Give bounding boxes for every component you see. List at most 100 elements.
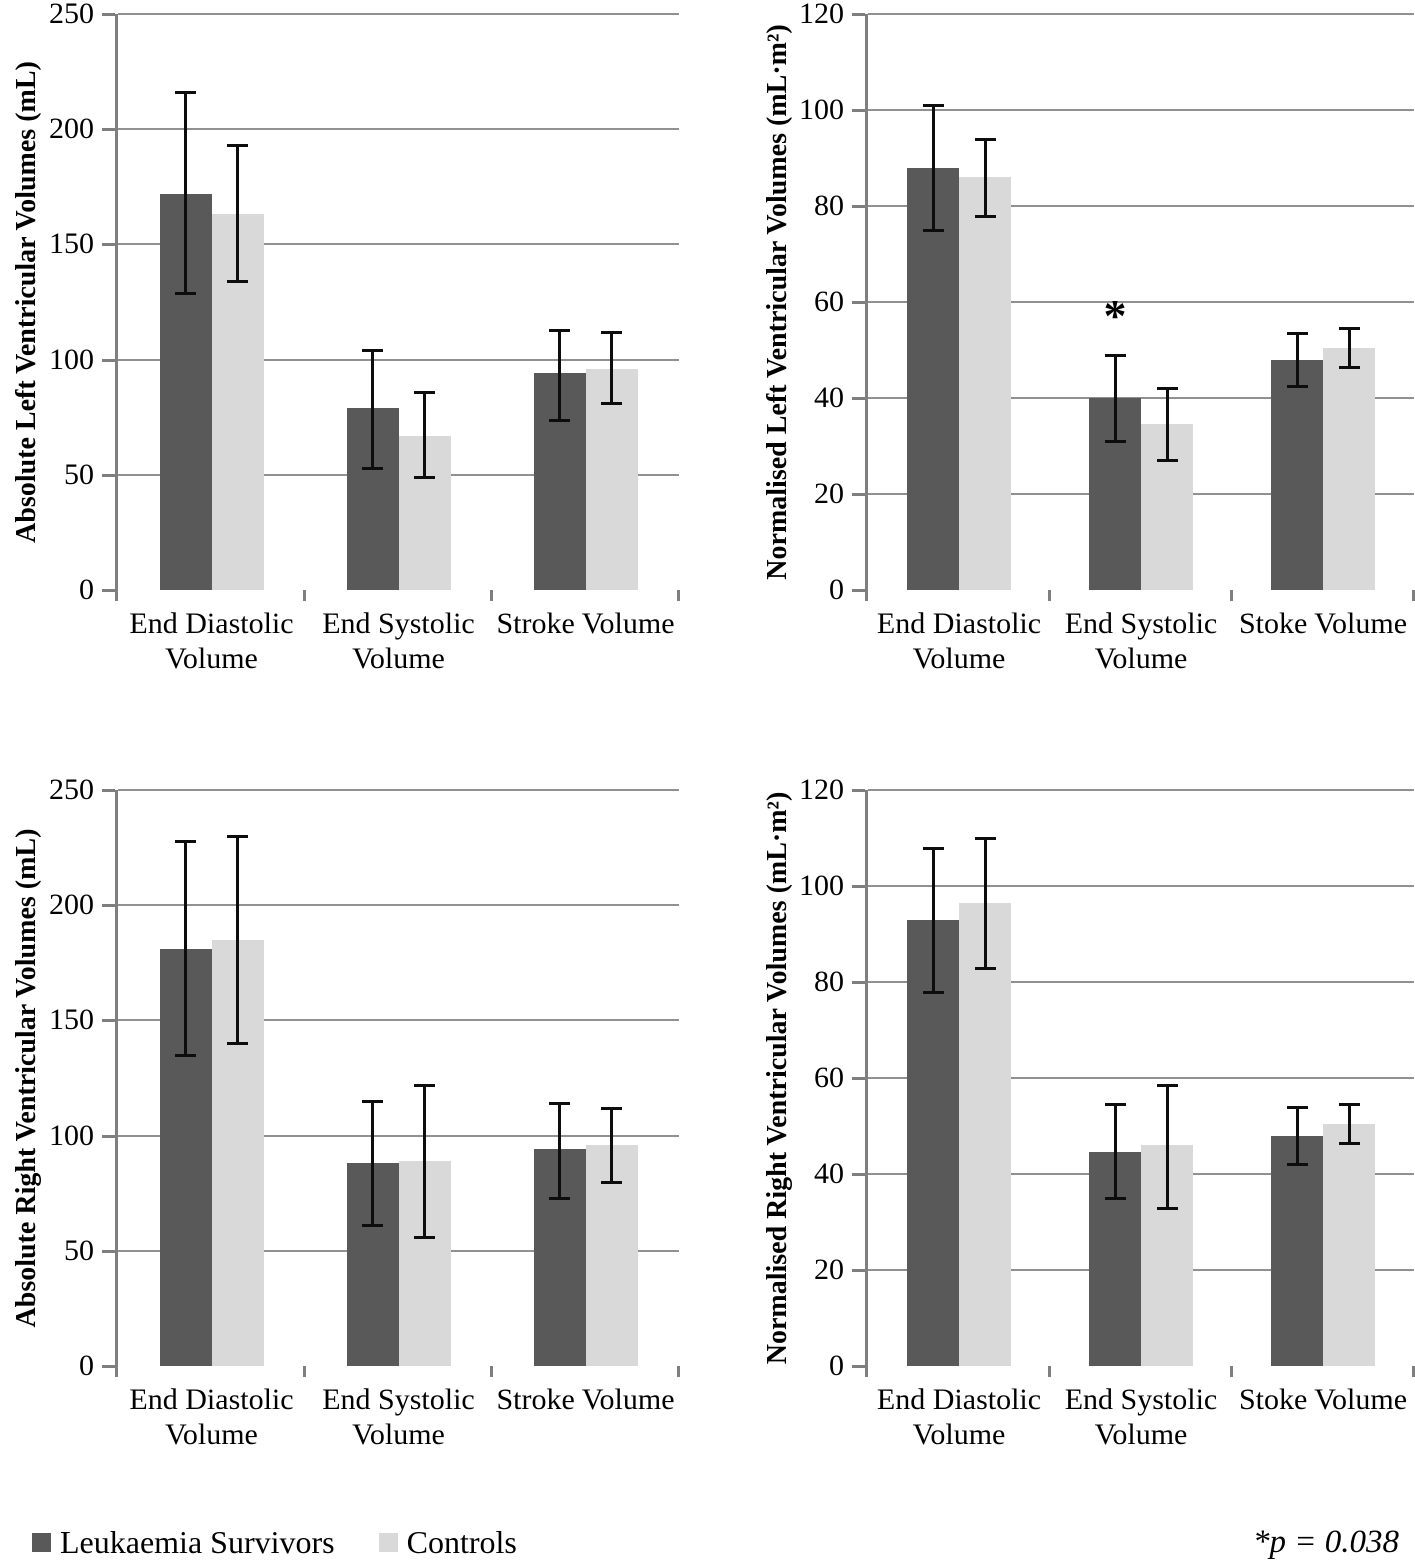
y-tick-label: 50	[64, 457, 94, 491]
p-value-note: *p = 0.038	[1252, 1524, 1399, 1560]
y-tick-0	[852, 589, 865, 592]
error-bar-cap-bottom	[414, 1235, 435, 1239]
bar-controls	[1323, 347, 1375, 590]
y-tick-100	[852, 109, 865, 112]
error-bar-cap-top	[414, 1083, 435, 1087]
category-label: End Systolic Volume	[1064, 1383, 1218, 1451]
category-label: Stroke Volume	[496, 1383, 675, 1416]
error-bar-cap-top	[922, 104, 944, 108]
error-bar-cap-top	[549, 1102, 570, 1106]
error-bar-whisker	[1347, 1104, 1351, 1143]
error-bar-cap-bottom	[1286, 385, 1308, 388]
error-bar-cap-top	[1104, 1103, 1126, 1107]
error-bar-whisker	[558, 329, 561, 420]
y-tick-250	[102, 13, 115, 16]
error-bar-whisker	[931, 105, 935, 230]
y-tick-label: 50	[64, 1233, 94, 1267]
error-bar-cap-bottom	[362, 1224, 383, 1228]
y-tick-label: 0	[79, 1349, 94, 1382]
error-bar-whisker	[610, 1107, 613, 1182]
y-tick-20	[852, 1269, 865, 1272]
error-bar-cap-top	[1338, 1103, 1360, 1107]
y-tick-label: 0	[79, 573, 94, 606]
gridline-y-60	[868, 301, 1414, 303]
plot-area: 0 20 40 60 80 100 120 End Diastolic Volume End S…	[799, 774, 1415, 1451]
gridline-y-100	[118, 358, 679, 361]
y-tick-80	[852, 205, 865, 208]
error-bar-whisker	[184, 92, 187, 293]
y-tick-50	[102, 473, 115, 477]
x-category-tick	[1412, 1366, 1415, 1377]
y-axis-line	[865, 790, 868, 1377]
category-label: End Systolic Volume	[322, 607, 475, 675]
gridline-y-150	[118, 1019, 679, 1022]
x-category-tick	[1230, 590, 1233, 601]
y-tick-label: 60	[814, 285, 844, 318]
error-bar-cap-top	[922, 846, 944, 850]
y-tick-40	[852, 1173, 865, 1176]
y-axis-title: Absolute Right Ventricular Volumes (mL)	[11, 828, 42, 1328]
error-bar-cap-bottom	[227, 1042, 248, 1046]
error-bar-cap-bottom	[549, 418, 570, 422]
y-tick-label: 150	[49, 227, 94, 261]
category-label: End Diastolic Volume	[129, 607, 294, 675]
gridline-y-40	[868, 397, 1414, 399]
y-tick-120	[852, 13, 865, 16]
y-axis-line	[865, 14, 868, 601]
y-axis-line	[115, 14, 118, 601]
gridline-y-100	[118, 1134, 679, 1137]
y-tick-label: 200	[49, 112, 94, 146]
y-axis-title: Absolute Left Ventricular Volumes (mL)	[11, 61, 42, 543]
error-bar-cap-bottom	[1156, 459, 1178, 463]
asterisk-annotation: *	[1103, 289, 1127, 341]
error-bar-cap-top	[362, 1100, 383, 1104]
error-bar-whisker	[1295, 1106, 1299, 1165]
y-axis-line	[115, 790, 118, 1377]
y-tick-200	[102, 904, 115, 908]
y-tick-100	[102, 358, 115, 362]
error-bar-whisker	[236, 145, 239, 282]
error-bar-cap-bottom	[175, 1053, 196, 1057]
y-tick-250	[102, 789, 115, 792]
error-bar-whisker	[423, 1084, 426, 1237]
bar-controls	[959, 177, 1011, 590]
category-label: End Systolic Volume	[322, 1383, 475, 1451]
y-tick-120	[852, 789, 865, 792]
error-bar-cap-top	[1338, 327, 1360, 331]
legend-swatch-leukaemia-survivors	[32, 1533, 51, 1552]
chart-panel-absolute-right-ventricular: Absolute Right Ventricular Volumes (mL) …	[0, 760, 708, 1505]
bar-leukaemia-survivors	[1271, 359, 1323, 590]
error-bar-cap-bottom	[1104, 1197, 1126, 1200]
error-bar-cap-top	[227, 144, 248, 148]
category-label: End Diastolic Volume	[129, 1383, 294, 1451]
x-category-tick	[1048, 590, 1051, 601]
bar-controls	[1323, 1123, 1375, 1366]
error-bar-cap-bottom	[1338, 365, 1360, 369]
legend-label-leukaemia-survivors: Leukaemia Survivors	[60, 1524, 335, 1560]
bar-leukaemia-survivors	[907, 167, 959, 590]
bar-controls	[959, 902, 1011, 1366]
error-bar-cap-top	[601, 1106, 622, 1110]
error-bar-cap-bottom	[414, 476, 435, 480]
x-category-tick	[1412, 590, 1415, 601]
plot-area: 0 20 40 60 80 100 120 End Diastolic Volume End S…	[799, 0, 1415, 675]
error-bar-whisker	[558, 1103, 561, 1198]
chart-panel-normalised-right-ventricular: Normalised Right Ventricular Volumes (mL…	[707, 760, 1415, 1505]
error-bar-whisker	[983, 838, 987, 968]
y-tick-20	[852, 493, 865, 496]
error-bar-cap-top	[175, 91, 196, 95]
x-category-tick	[490, 590, 493, 601]
error-bar-whisker	[1347, 328, 1351, 367]
category-label: End Diastolic Volume	[876, 607, 1042, 675]
category-label: Stroke Volume	[496, 607, 675, 640]
legend-entry-leukaemia-survivors: Leukaemia Survivors	[32, 1524, 335, 1561]
gridline-y-200	[118, 128, 679, 131]
error-bar-cap-top	[1156, 387, 1178, 391]
gridline-y-60	[868, 1077, 1414, 1079]
y-tick-label: 100	[49, 1118, 94, 1152]
error-bar-whisker	[931, 847, 935, 992]
gridline-y-120	[868, 789, 1414, 791]
x-category-tick	[677, 1366, 680, 1377]
error-bar-whisker	[1165, 388, 1169, 461]
